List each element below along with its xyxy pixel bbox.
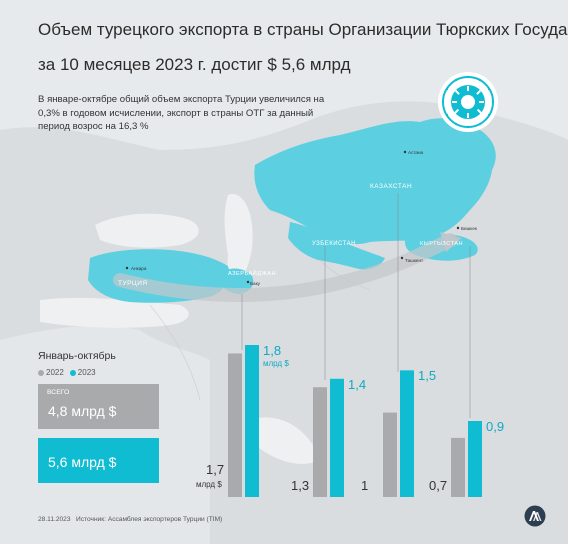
legend-dot-2022 (38, 369, 44, 376)
legend: 2022 2023 (38, 368, 96, 377)
legend-dot-2023 (69, 369, 76, 376)
total-box-2022: ВСЕГО 4,8 млрд $ (38, 384, 159, 429)
bar-label-kazakhstan-2023: 1,5 (418, 368, 437, 384)
label-kazakhstan: КАЗАХСТАН (370, 183, 412, 190)
otg-emblem-icon (438, 72, 498, 132)
city-bishkek: Бишкек (461, 226, 478, 231)
bar-unit-azerbaijan-2022: млрд $ (196, 480, 222, 489)
page-title-line2: за 10 месяцев 2023 г. достиг $ 5,6 млрд (38, 55, 351, 74)
bar-label-kyrgyzstan-2023: 0,9 (486, 419, 505, 434)
total-caption: ВСЕГО (47, 389, 70, 396)
bar-uzbekistan-2022 (313, 387, 327, 497)
city-ankara: Анкара (131, 266, 147, 271)
page-title-line1: Объем турецкого экспорта в страны Органи… (38, 20, 568, 39)
bar-kyrgyzstan-2022 (451, 437, 465, 497)
label-uzbekistan: УЗБЕКИСТАН (312, 241, 356, 247)
bar-label-kyrgyzstan-2022: 0,7 (429, 478, 448, 493)
legend-item-2022: 2022 (38, 368, 64, 377)
label-azerbaijan: АЗЕРБАЙДЖАН (228, 269, 276, 277)
bar-uzbekistan-2023 (330, 378, 344, 497)
bar-label-uzbekistan-2023: 1,4 (348, 376, 367, 392)
bar-kazakhstan-2023 (400, 370, 414, 497)
bar-chart (228, 345, 482, 497)
bar-kyrgyzstan-2023 (468, 421, 482, 497)
legend-label-2022: 2022 (46, 368, 64, 377)
bar-label-uzbekistan-2022: 1,3 (291, 478, 310, 493)
bar-label-azerbaijan-2023: 1,8 (263, 343, 282, 358)
period-title: Январь-октябрь (38, 350, 116, 362)
legend-label-2023: 2023 (77, 368, 96, 377)
city-astana: Астана (408, 150, 424, 155)
total-value-2022: 4,8 млрд $ (48, 403, 117, 419)
legend-item-2023: 2023 (69, 368, 96, 377)
bar-label-azerbaijan-2022: 1,7 (206, 462, 225, 477)
footer-date: 28.11.2023 (38, 516, 71, 523)
total-box-2023: 5,6 млрд $ (38, 438, 159, 483)
description: В январе-октябре общий объем экспорта Ту… (38, 94, 325, 132)
aa-logo-icon (524, 505, 546, 527)
bar-kazakhstan-2022 (383, 412, 397, 497)
city-tashkent: Ташкент (405, 258, 424, 263)
city-baku: Баку (250, 281, 261, 286)
footer-source: Источник: Ассамблея экспортеров Турции (… (76, 516, 223, 523)
label-kyrgyzstan: КЫРГЫЗСТАН (420, 241, 463, 247)
bar-azerbaijan-2023 (245, 345, 259, 497)
label-turkey: ТУРЦИЯ (118, 280, 148, 287)
bar-azerbaijan-2022 (228, 353, 242, 497)
bar-label-kazakhstan-2022: 1 (361, 478, 369, 493)
bar-unit-azerbaijan-2023: млрд $ (263, 359, 289, 368)
total-value-2023: 5,6 млрд $ (48, 454, 117, 470)
